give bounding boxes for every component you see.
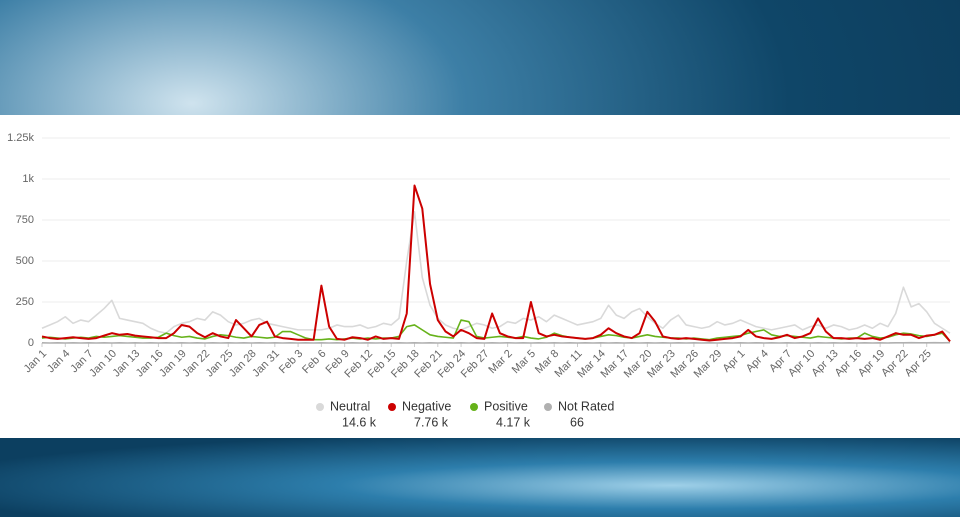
y-tick-label: 500 [16,255,34,267]
chart-panel [0,115,960,438]
legend-marker [388,403,396,411]
legend-total: 4.17 k [496,415,531,429]
y-tick-label: 250 [16,296,34,308]
legend-marker [470,403,478,411]
background-bottom [0,438,960,517]
legend-total: 7.76 k [414,415,449,429]
legend-label: Not Rated [558,399,614,413]
legend-label: Negative [402,399,451,413]
y-tick-label: 0 [28,337,34,349]
legend-total: 14.6 k [342,415,377,429]
y-tick-label: 1k [22,173,34,185]
y-tick-label: 750 [16,214,34,226]
series-line [41,211,951,334]
y-tick-label: 1.25k [7,132,34,144]
legend-marker [544,403,552,411]
series-line [41,184,951,342]
legend-marker [316,403,324,411]
legend-total: 66 [570,415,584,429]
legend-label: Neutral [330,399,370,413]
legend-label: Positive [484,399,528,413]
